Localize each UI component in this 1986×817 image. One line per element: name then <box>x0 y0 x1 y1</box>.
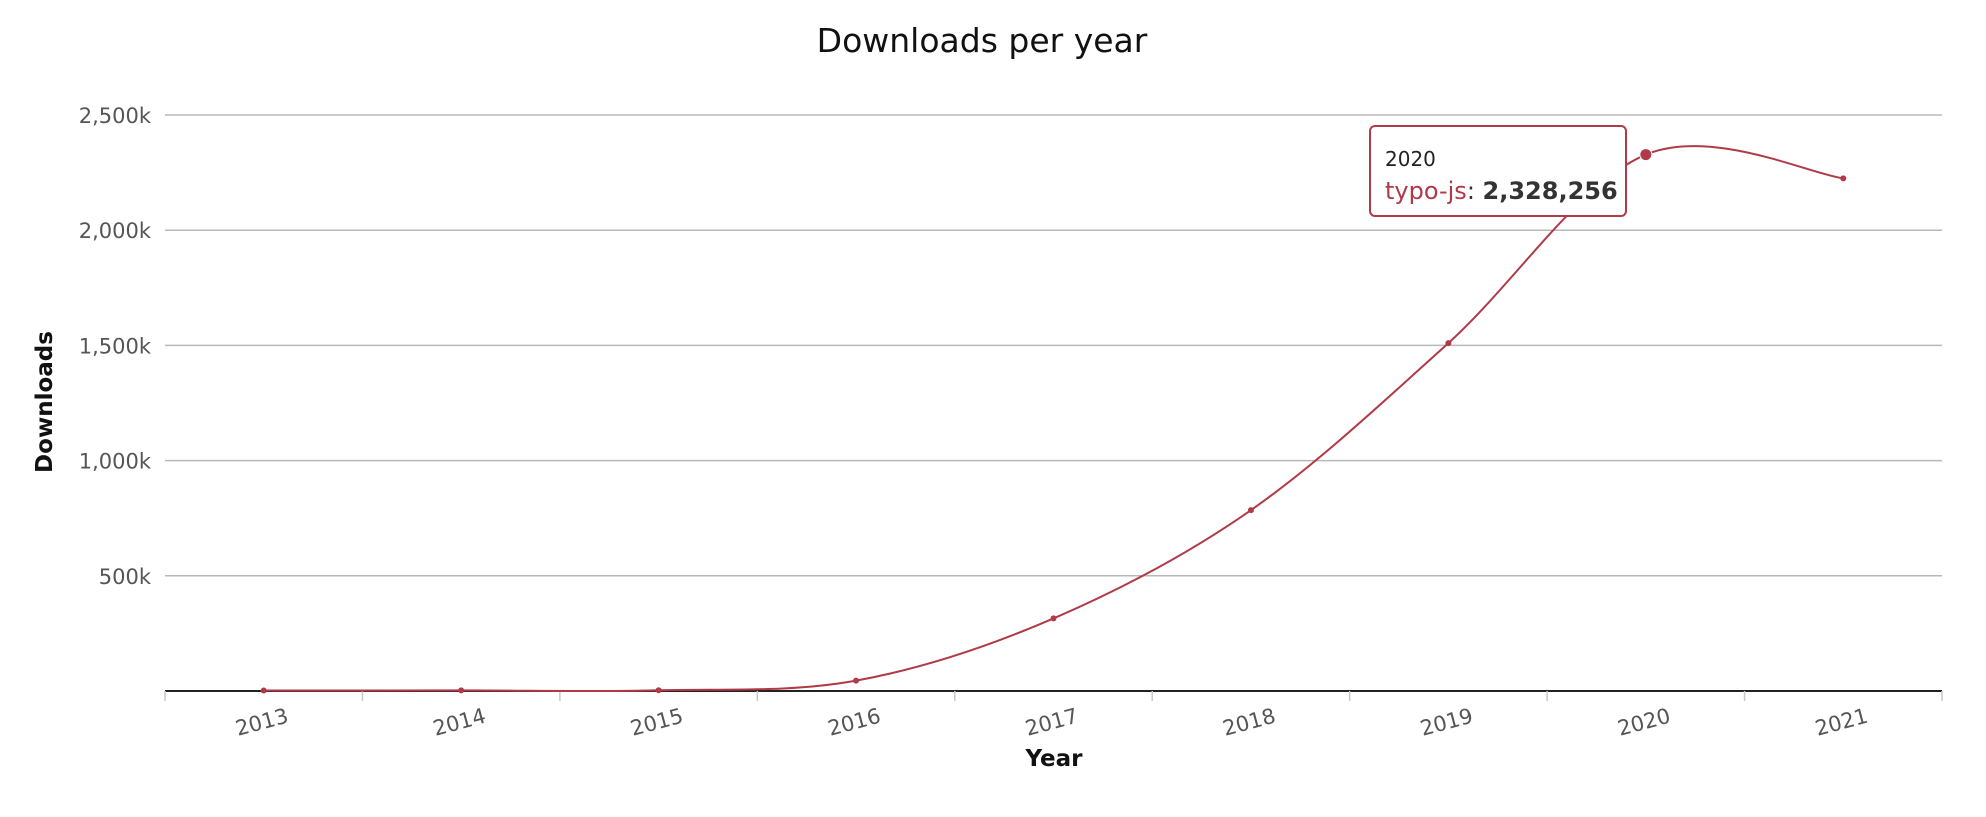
data-point-highlighted[interactable] <box>1639 148 1653 162</box>
x-axis-title: Year <box>1024 746 1083 772</box>
tooltip-value: 2,328,256 <box>1483 177 1618 205</box>
tooltip-series-name: typo-js <box>1385 177 1467 205</box>
x-tick-label: 2016 <box>825 704 883 741</box>
y-axis-title: Downloads <box>32 331 58 473</box>
tooltip-value-line: typo-js: 2,328,256 <box>1385 177 1618 205</box>
x-tick-label: 2013 <box>233 704 291 741</box>
x-tick-label: 2014 <box>430 704 488 741</box>
data-point[interactable] <box>1050 615 1057 622</box>
tooltip-separator: : <box>1467 177 1483 205</box>
x-tick-label: 2017 <box>1023 704 1081 741</box>
data-point[interactable] <box>1445 340 1452 347</box>
x-tick-label: 2018 <box>1220 704 1278 741</box>
data-point[interactable] <box>458 687 465 694</box>
tooltip-box <box>1369 125 1627 217</box>
x-tick-label: 2015 <box>628 704 686 741</box>
data-point[interactable] <box>655 687 662 694</box>
series-layer <box>260 145 1847 694</box>
y-tick-label: 2,000k <box>79 219 152 243</box>
y-tick-label: 1,500k <box>79 334 152 358</box>
tooltip: 2020 typo-js: 2,328,256 <box>1369 125 1627 217</box>
y-tick-label: 1,000k <box>79 450 152 474</box>
x-axis: 2013 2014 2015 2016 2017 2018 2019 2020 2021 <box>164 690 1943 741</box>
data-point[interactable] <box>1840 175 1847 182</box>
y-tick-label: 500k <box>99 565 152 589</box>
chart-title: Downloads per year <box>817 21 1148 60</box>
data-point[interactable] <box>853 677 860 684</box>
y-tick-label: 2,500k <box>79 104 152 128</box>
tooltip-category: 2020 <box>1385 147 1436 171</box>
x-tick-label: 2019 <box>1418 704 1476 741</box>
series-line-typo-js <box>263 145 1844 693</box>
y-axis-tick-labels: 500k 1,000k 1,500k 2,000k 2,500k <box>79 104 152 589</box>
x-tick-label: 2020 <box>1615 704 1673 741</box>
gridlines <box>165 114 1942 577</box>
x-tick-label: 2021 <box>1813 704 1871 741</box>
data-point[interactable] <box>260 687 267 694</box>
data-point[interactable] <box>1247 507 1254 514</box>
